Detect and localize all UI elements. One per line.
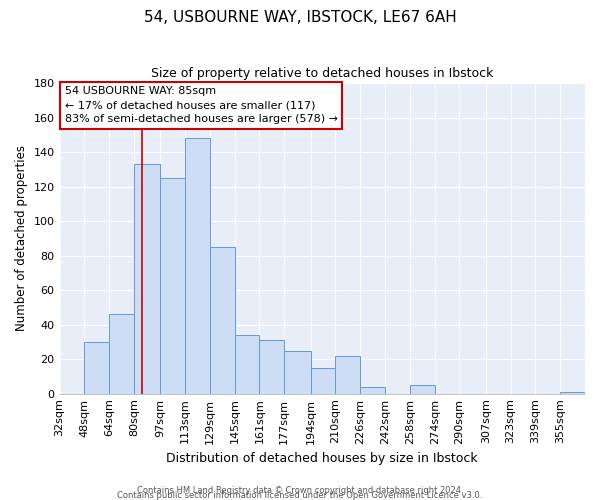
Bar — [259, 340, 284, 394]
Bar — [360, 387, 385, 394]
Bar — [284, 350, 311, 394]
Bar — [410, 385, 434, 394]
Bar — [85, 342, 109, 394]
Bar — [560, 392, 585, 394]
Bar — [134, 164, 160, 394]
Bar — [335, 356, 360, 394]
Title: Size of property relative to detached houses in Ibstock: Size of property relative to detached ho… — [151, 68, 493, 80]
Bar — [185, 138, 210, 394]
Text: 54 USBOURNE WAY: 85sqm
← 17% of detached houses are smaller (117)
83% of semi-de: 54 USBOURNE WAY: 85sqm ← 17% of detached… — [65, 86, 338, 124]
Bar — [235, 335, 259, 394]
Bar — [210, 247, 235, 394]
Text: Contains HM Land Registry data © Crown copyright and database right 2024.: Contains HM Land Registry data © Crown c… — [137, 486, 463, 495]
Bar — [311, 368, 335, 394]
Text: 54, USBOURNE WAY, IBSTOCK, LE67 6AH: 54, USBOURNE WAY, IBSTOCK, LE67 6AH — [143, 10, 457, 25]
X-axis label: Distribution of detached houses by size in Ibstock: Distribution of detached houses by size … — [166, 452, 478, 465]
Bar — [160, 178, 185, 394]
Text: Contains public sector information licensed under the Open Government Licence v3: Contains public sector information licen… — [118, 490, 482, 500]
Bar — [109, 314, 134, 394]
Y-axis label: Number of detached properties: Number of detached properties — [15, 146, 28, 332]
